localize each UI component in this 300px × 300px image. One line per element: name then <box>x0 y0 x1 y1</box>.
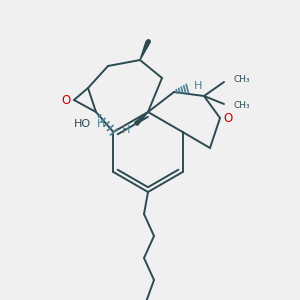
Text: O: O <box>61 94 70 106</box>
Text: H: H <box>97 119 106 129</box>
Text: CH₃: CH₃ <box>234 101 250 110</box>
Text: HO: HO <box>74 119 92 129</box>
Polygon shape <box>140 41 150 60</box>
Text: H: H <box>194 81 202 91</box>
Text: CH₃: CH₃ <box>234 76 250 85</box>
Polygon shape <box>135 112 148 125</box>
Text: H: H <box>122 125 130 135</box>
Text: O: O <box>224 112 232 124</box>
